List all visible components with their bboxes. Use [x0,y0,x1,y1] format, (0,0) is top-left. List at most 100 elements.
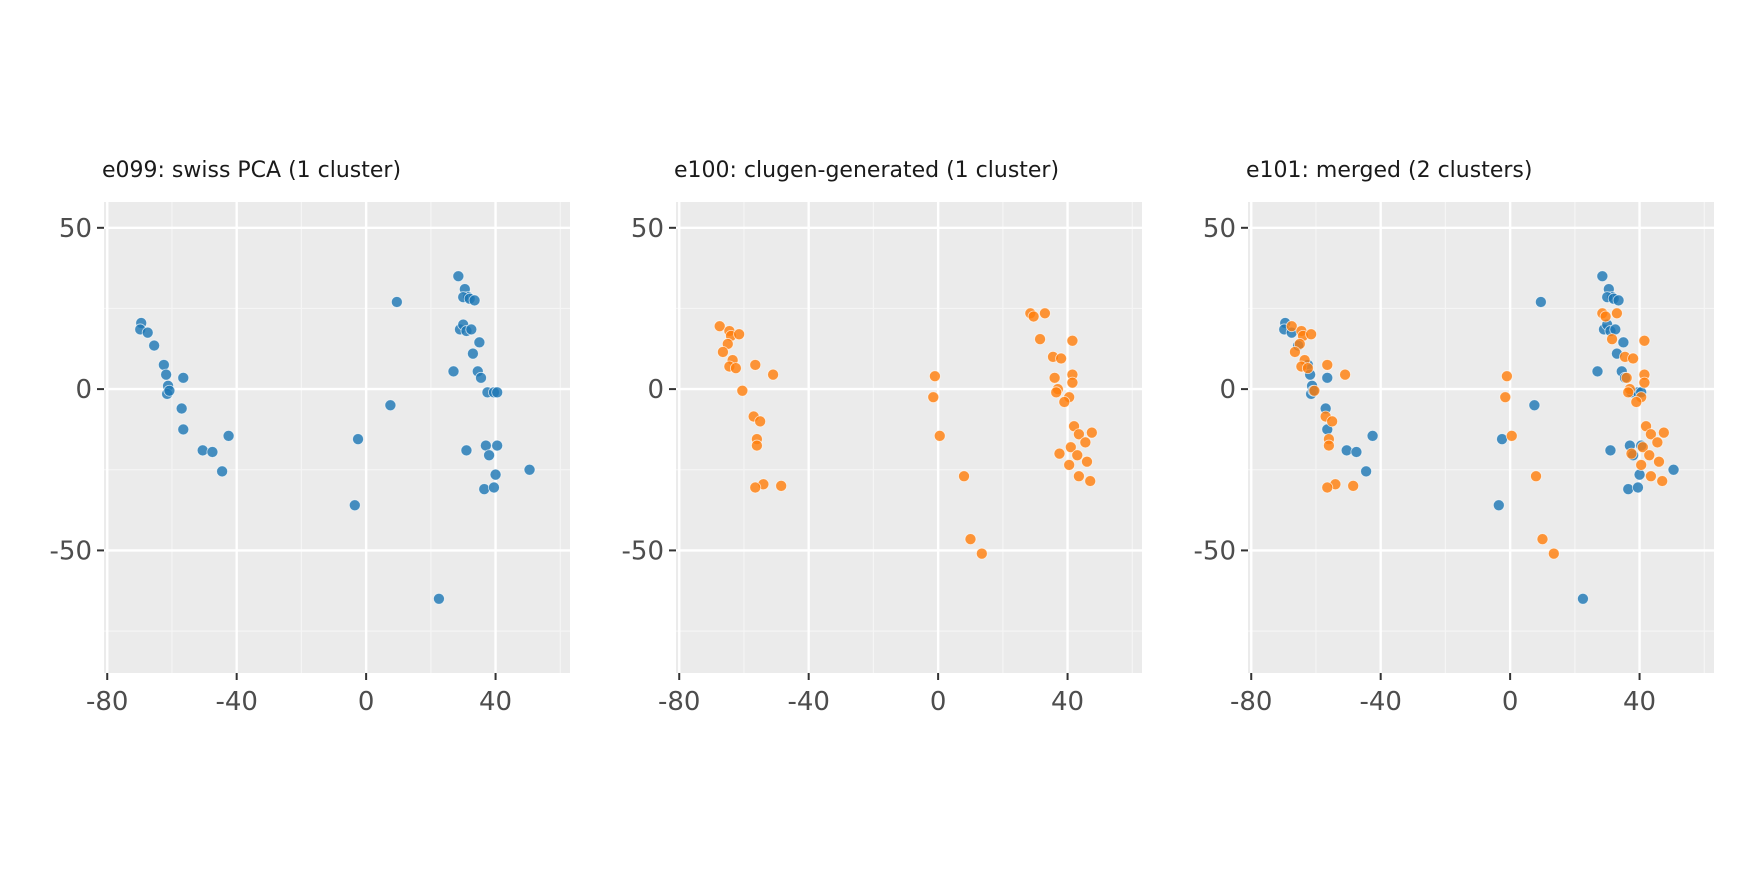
data-point [1622,386,1635,399]
data-point [1617,336,1630,349]
data-point [1499,391,1512,404]
data-point [1611,307,1623,320]
data-point [206,446,219,458]
data-point [713,320,726,333]
data-point [478,483,491,496]
data-point [348,499,361,512]
data-point [468,294,481,307]
data-point [1366,429,1379,442]
data-point [1321,371,1334,384]
panel-background [1248,202,1714,673]
data-point [460,444,473,457]
data-point [1596,270,1609,283]
data-point [1633,468,1646,481]
data-point [1081,455,1093,468]
data-point [749,359,762,371]
data-point [1492,499,1505,512]
x-tick-label: -40 [215,687,257,717]
data-point [1079,436,1092,449]
data-point [1066,376,1079,389]
data-point [927,391,940,404]
x-tick-label: 0 [930,687,947,717]
data-point [467,347,479,360]
data-point [160,368,173,381]
data-point [1530,470,1542,483]
data-point [1034,333,1046,346]
data-point [767,368,779,381]
data-point [352,433,364,446]
panel-title: e099: swiss PCA (1 cluster) [102,158,401,183]
panel-1: -80 -40 0 40 50 0 -50 e099: swiss PCA (1 cluste… [50,158,570,717]
x-tick-label: -80 [1230,687,1272,717]
data-point [1656,475,1669,487]
panel-2: -80 -40 0 40 50 0 -50 e100: clugen-generated (1… [622,158,1142,717]
data-point [751,439,763,452]
data-point [1536,533,1549,546]
data-point [1039,307,1051,320]
y-tick-label: 0 [75,375,92,405]
data-point [473,336,486,349]
data-point [1500,370,1513,383]
panel-title: e100: clugen-generated (1 cluster) [674,158,1059,183]
data-point [1058,396,1071,408]
data-point [749,481,762,494]
data-point [452,270,465,283]
data-point [1577,592,1589,605]
data-point [196,444,209,457]
data-point [1350,446,1363,458]
x-tick-label: 40 [1051,687,1084,717]
data-point [1285,320,1298,333]
data-point [1321,359,1334,371]
data-point [148,339,161,352]
data-point [1505,429,1518,442]
panel-background [104,202,570,673]
data-point [1340,444,1353,457]
y-tick-label: 0 [647,375,664,405]
data-point [933,429,946,442]
y-tick-label: -50 [1194,536,1236,566]
data-point [964,533,977,546]
y-tick-label: 50 [59,214,92,244]
panel-background [676,202,1142,673]
y-tick-label: 50 [1203,214,1236,244]
data-point [1653,455,1665,468]
series-1 [134,270,536,605]
data-point [222,429,235,442]
data-point [754,415,767,428]
data-point [1612,294,1625,307]
data-point [1063,459,1076,471]
data-point [491,386,504,399]
data-point [483,449,495,462]
x-tick-label: -40 [1359,687,1401,717]
data-point [1636,441,1649,454]
data-point [1027,310,1040,323]
panel-title: e101: merged (2 clusters) [1246,158,1532,183]
data-point [1071,449,1084,462]
data-point [1625,447,1638,460]
data-point [1050,386,1063,399]
data-point [447,365,460,378]
data-point [1591,365,1604,378]
x-tick-label: 0 [1502,687,1519,717]
data-point [1305,328,1318,341]
y-tick-label: 50 [631,214,664,244]
data-point [1289,346,1301,358]
series-2 [1285,307,1670,560]
data-point [958,470,970,483]
data-point [1347,479,1360,492]
y-tick-label: -50 [622,536,664,566]
y-tick-label: -50 [50,536,92,566]
data-point [163,384,176,397]
data-point [1053,447,1066,460]
x-tick-label: -80 [658,687,700,717]
data-point [1632,481,1644,494]
data-point [975,547,988,560]
data-point [1635,459,1648,471]
data-point [1620,371,1633,384]
data-point [1072,428,1085,441]
data-point [488,481,500,494]
data-point [1643,449,1656,462]
data-point [1534,296,1547,308]
data-point [775,479,788,492]
